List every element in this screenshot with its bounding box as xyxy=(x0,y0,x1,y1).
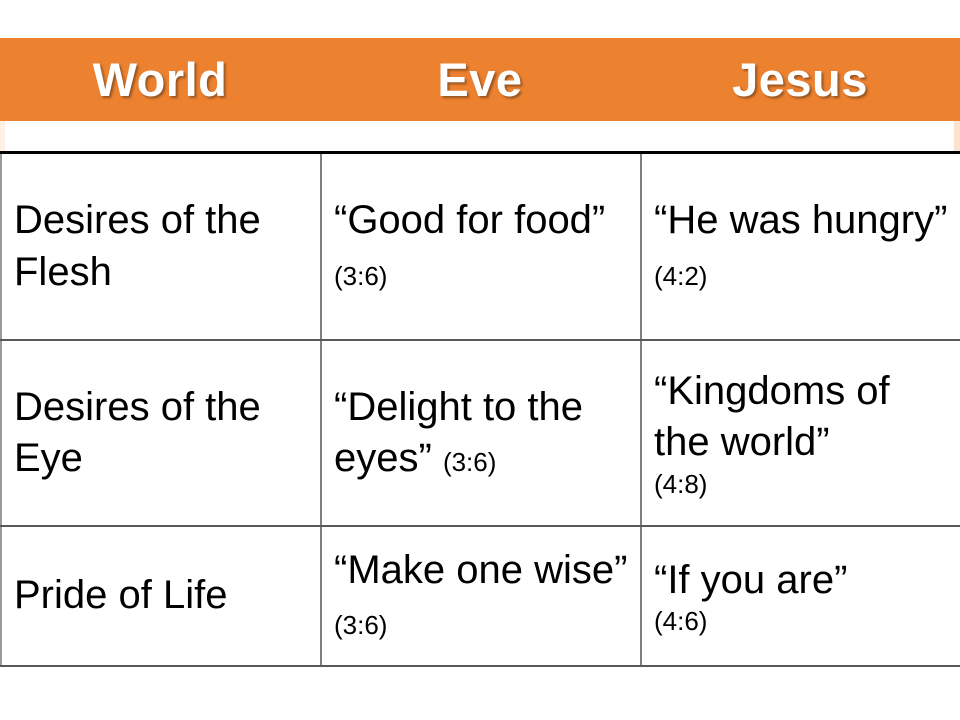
banner-right-edge-stripe xyxy=(954,121,960,152)
cell-eve-3-quote: “Make one wise” xyxy=(334,547,628,592)
cell-eve-1-quote: “Good for food” xyxy=(334,198,606,243)
cell-eve-2-text: “Delight to the eyes” (3:6) xyxy=(334,382,630,484)
cell-world-1: Desires of the Flesh xyxy=(0,154,322,341)
cell-jesus-1-ref: (4:2) xyxy=(654,260,708,291)
cell-world-1-text: Desires of the Flesh xyxy=(14,198,261,294)
table-row: Pride of Life “Make one wise” (3:6) “If … xyxy=(0,526,960,667)
column-header-eve-label: Eve xyxy=(437,53,523,106)
column-header-eve: Eve xyxy=(320,38,640,121)
cell-eve-3: “Make one wise” (3:6) xyxy=(320,526,642,667)
cell-jesus-2-quote: “Kingdoms of the world” xyxy=(654,369,890,465)
table-row: Desires of the Flesh “Good for food” (3:… xyxy=(0,154,960,341)
cell-world-2-text: Desires of the Eye xyxy=(14,384,261,480)
cell-world-3-text: Pride of Life xyxy=(14,573,228,618)
comparison-table: Desires of the Flesh “Good for food” (3:… xyxy=(0,154,960,667)
cell-eve-3-text: “Make one wise” (3:6) xyxy=(334,545,630,647)
cell-world-2: Desires of the Eye xyxy=(0,340,322,527)
cell-eve-2: “Delight to the eyes” (3:6) xyxy=(320,340,642,527)
cell-jesus-1-text: “He was hungry” (4:2) xyxy=(654,195,950,297)
cell-jesus-2: “Kingdoms of the world” (4:8) xyxy=(640,340,960,527)
cell-eve-1: “Good for food” (3:6) xyxy=(320,154,642,341)
cell-eve-2-ref: (3:6) xyxy=(442,447,497,477)
column-header-jesus: Jesus xyxy=(640,38,960,121)
cell-jesus-2-ref: (4:8) xyxy=(654,468,708,499)
cell-jesus-3-ref: (4:6) xyxy=(654,606,708,636)
cell-eve-1-ref: (3:6) xyxy=(334,260,388,291)
column-header-world-label: World xyxy=(92,53,228,106)
cell-jesus-3-quote: “If you are” xyxy=(654,557,848,602)
banner-left-edge-stripe xyxy=(0,121,5,152)
table-row: Desires of the Eye “Delight to the eyes”… xyxy=(0,340,960,527)
table-header-band: World Eve Jesus xyxy=(0,38,960,121)
cell-eve-2-quote: “Delight to the eyes” xyxy=(334,384,584,480)
comparison-table-wrapper: Desires of the Flesh “Good for food” (3:… xyxy=(0,151,960,716)
column-header-jesus-label: Jesus xyxy=(732,53,868,106)
cell-eve-3-ref: (3:6) xyxy=(334,610,388,640)
column-header-world: World xyxy=(0,38,320,121)
cell-world-3: Pride of Life xyxy=(0,526,322,667)
cell-jesus-1: “He was hungry” (4:2) xyxy=(640,154,960,341)
cell-eve-1-text: “Good for food” (3:6) xyxy=(334,195,630,297)
cell-jesus-1-quote: “He was hungry” xyxy=(654,198,948,243)
cell-jesus-3: “If you are” (4:6) xyxy=(640,526,960,667)
